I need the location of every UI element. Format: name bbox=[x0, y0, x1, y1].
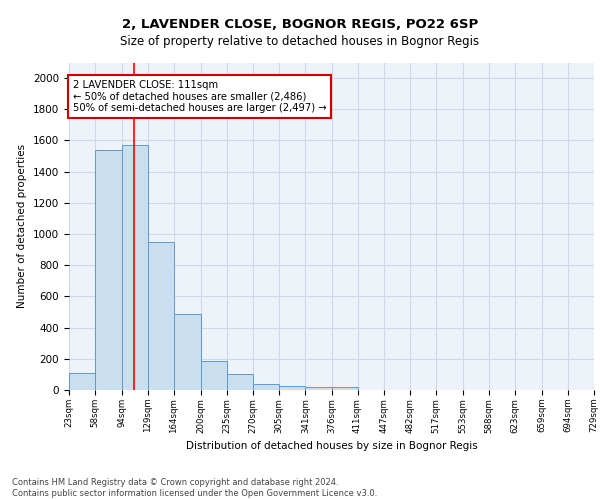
Bar bbox=[95, 150, 122, 390]
Bar bbox=[279, 386, 305, 390]
X-axis label: Distribution of detached houses by size in Bognor Regis: Distribution of detached houses by size … bbox=[185, 441, 478, 451]
Bar bbox=[305, 387, 331, 390]
Bar bbox=[253, 384, 279, 390]
Bar bbox=[148, 242, 174, 390]
Bar bbox=[174, 314, 200, 390]
Text: Size of property relative to detached houses in Bognor Regis: Size of property relative to detached ho… bbox=[121, 35, 479, 48]
Bar bbox=[332, 387, 358, 390]
Bar bbox=[227, 374, 253, 390]
Bar bbox=[69, 373, 95, 390]
Y-axis label: Number of detached properties: Number of detached properties bbox=[17, 144, 28, 308]
Text: Contains HM Land Registry data © Crown copyright and database right 2024.
Contai: Contains HM Land Registry data © Crown c… bbox=[12, 478, 377, 498]
Text: 2 LAVENDER CLOSE: 111sqm
← 50% of detached houses are smaller (2,486)
50% of sem: 2 LAVENDER CLOSE: 111sqm ← 50% of detach… bbox=[73, 80, 326, 113]
Bar bbox=[122, 145, 148, 390]
Bar bbox=[200, 361, 227, 390]
Text: 2, LAVENDER CLOSE, BOGNOR REGIS, PO22 6SP: 2, LAVENDER CLOSE, BOGNOR REGIS, PO22 6S… bbox=[122, 18, 478, 30]
